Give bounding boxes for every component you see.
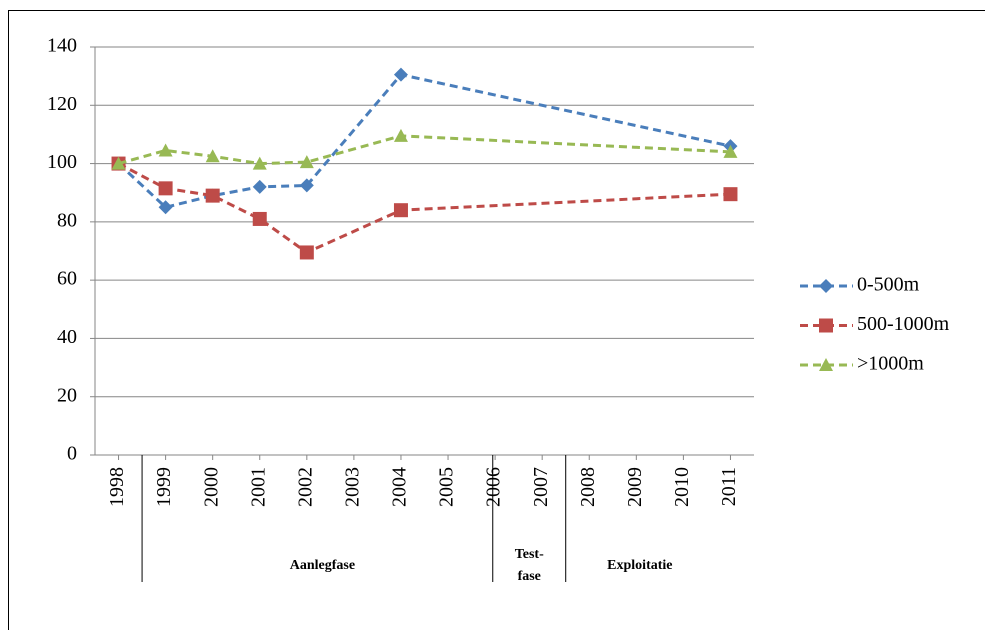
x-tick-label: 2003 bbox=[341, 467, 363, 507]
marker bbox=[158, 181, 173, 196]
marker bbox=[299, 245, 314, 260]
x-tick-label: 2005 bbox=[436, 467, 458, 507]
x-tick-label: 2001 bbox=[247, 467, 269, 507]
marker bbox=[158, 143, 173, 157]
phase-label: Exploitatie bbox=[607, 558, 672, 573]
x-tick-label: 2007 bbox=[530, 467, 552, 507]
x-tick-label: 2008 bbox=[577, 467, 599, 507]
y-tick-label: 40 bbox=[57, 326, 77, 348]
phase-label: Aanlegfase bbox=[290, 558, 355, 573]
x-tick-label: 2010 bbox=[671, 467, 693, 507]
legend-label: 0-500m bbox=[857, 274, 920, 296]
phase-label-line: Test- bbox=[515, 547, 544, 562]
series-line bbox=[117, 162, 731, 255]
marker bbox=[158, 200, 173, 215]
marker bbox=[111, 156, 126, 170]
marker bbox=[393, 67, 408, 82]
legend-marker bbox=[819, 279, 833, 293]
marker bbox=[723, 144, 738, 158]
x-tick-label: 2004 bbox=[389, 467, 411, 507]
marker bbox=[299, 155, 314, 169]
marker bbox=[723, 187, 738, 202]
x-tick-label: 1998 bbox=[106, 467, 128, 507]
marker bbox=[299, 178, 314, 193]
y-tick-label: 0 bbox=[67, 443, 77, 465]
phase-label: Test-fase bbox=[515, 547, 544, 584]
y-tick-label: 140 bbox=[47, 35, 77, 57]
legend-label: 500-1000m bbox=[857, 313, 950, 335]
marker bbox=[252, 211, 267, 226]
x-tick-label: 2009 bbox=[624, 467, 646, 507]
y-tick-label: 80 bbox=[57, 209, 77, 231]
marker bbox=[205, 188, 220, 203]
x-tick-label: 2000 bbox=[200, 467, 222, 507]
y-tick-label: 20 bbox=[57, 384, 77, 406]
x-tick-label: 2006 bbox=[483, 467, 505, 507]
marker bbox=[205, 149, 220, 163]
x-tick-label: 1999 bbox=[153, 467, 175, 507]
marker bbox=[393, 128, 408, 142]
marker bbox=[252, 179, 267, 194]
series-line bbox=[117, 73, 731, 209]
marker bbox=[393, 203, 408, 218]
y-tick-label: 120 bbox=[47, 93, 77, 115]
legend-marker bbox=[819, 318, 833, 333]
phase-label-line: fase bbox=[518, 569, 541, 584]
marker bbox=[252, 156, 267, 170]
frame bbox=[8, 10, 985, 630]
x-tick-label: 2011 bbox=[718, 467, 740, 506]
legend-label: >1000m bbox=[857, 353, 924, 375]
y-tick-label: 100 bbox=[47, 151, 77, 173]
legend-marker bbox=[819, 358, 833, 371]
x-tick-label: 2002 bbox=[294, 467, 316, 507]
y-tick-label: 60 bbox=[57, 268, 77, 290]
